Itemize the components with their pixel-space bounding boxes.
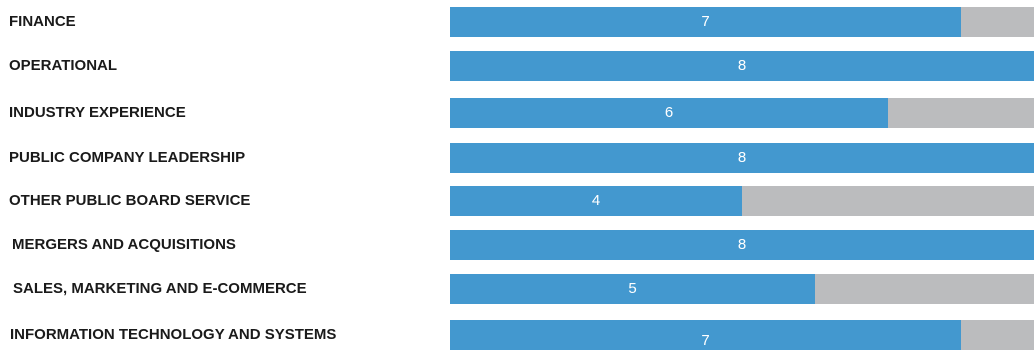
bar <box>450 320 961 350</box>
bar-value-label: 4 <box>591 192 601 209</box>
bar-track: 7 <box>450 320 1034 350</box>
bar <box>450 143 1034 173</box>
bar <box>450 230 1034 260</box>
category-label: OTHER PUBLIC BOARD SERVICE <box>9 192 251 209</box>
bar-value-label: 7 <box>701 332 710 349</box>
bar-track: 8 <box>450 143 1034 173</box>
bar-track: 7 <box>450 7 1034 37</box>
category-label: PUBLIC COMPANY LEADERSHIP <box>9 149 246 166</box>
bar <box>450 274 815 304</box>
bar-track: 8 <box>450 51 1034 81</box>
bar <box>450 186 742 216</box>
category-label: OPERATIONAL <box>9 57 118 74</box>
bar-value-label: 8 <box>737 57 747 74</box>
category-label: SALES, MARKETING AND E-COMMERCE <box>13 280 307 297</box>
category-label: MERGERS AND ACQUISITIONS <box>12 236 236 253</box>
bar-value-label: 5 <box>628 280 637 297</box>
bar-track: 4 <box>450 186 1034 216</box>
bar-value-label: 6 <box>664 104 674 121</box>
bar <box>450 51 1034 81</box>
bar <box>450 98 888 128</box>
category-label: INDUSTRY EXPERIENCE <box>9 104 186 121</box>
bar-value-label: 8 <box>737 149 747 166</box>
bar-value-label: 7 <box>701 13 710 30</box>
category-label: INFORMATION TECHNOLOGY AND SYSTEMS <box>10 326 337 343</box>
category-label: FINANCE <box>9 13 76 30</box>
bar-value-label: 8 <box>737 236 747 253</box>
bar <box>450 7 961 37</box>
bar-track: 5 <box>450 274 1034 304</box>
bar-track: 8 <box>450 230 1034 260</box>
bar-track: 6 <box>450 98 1034 128</box>
